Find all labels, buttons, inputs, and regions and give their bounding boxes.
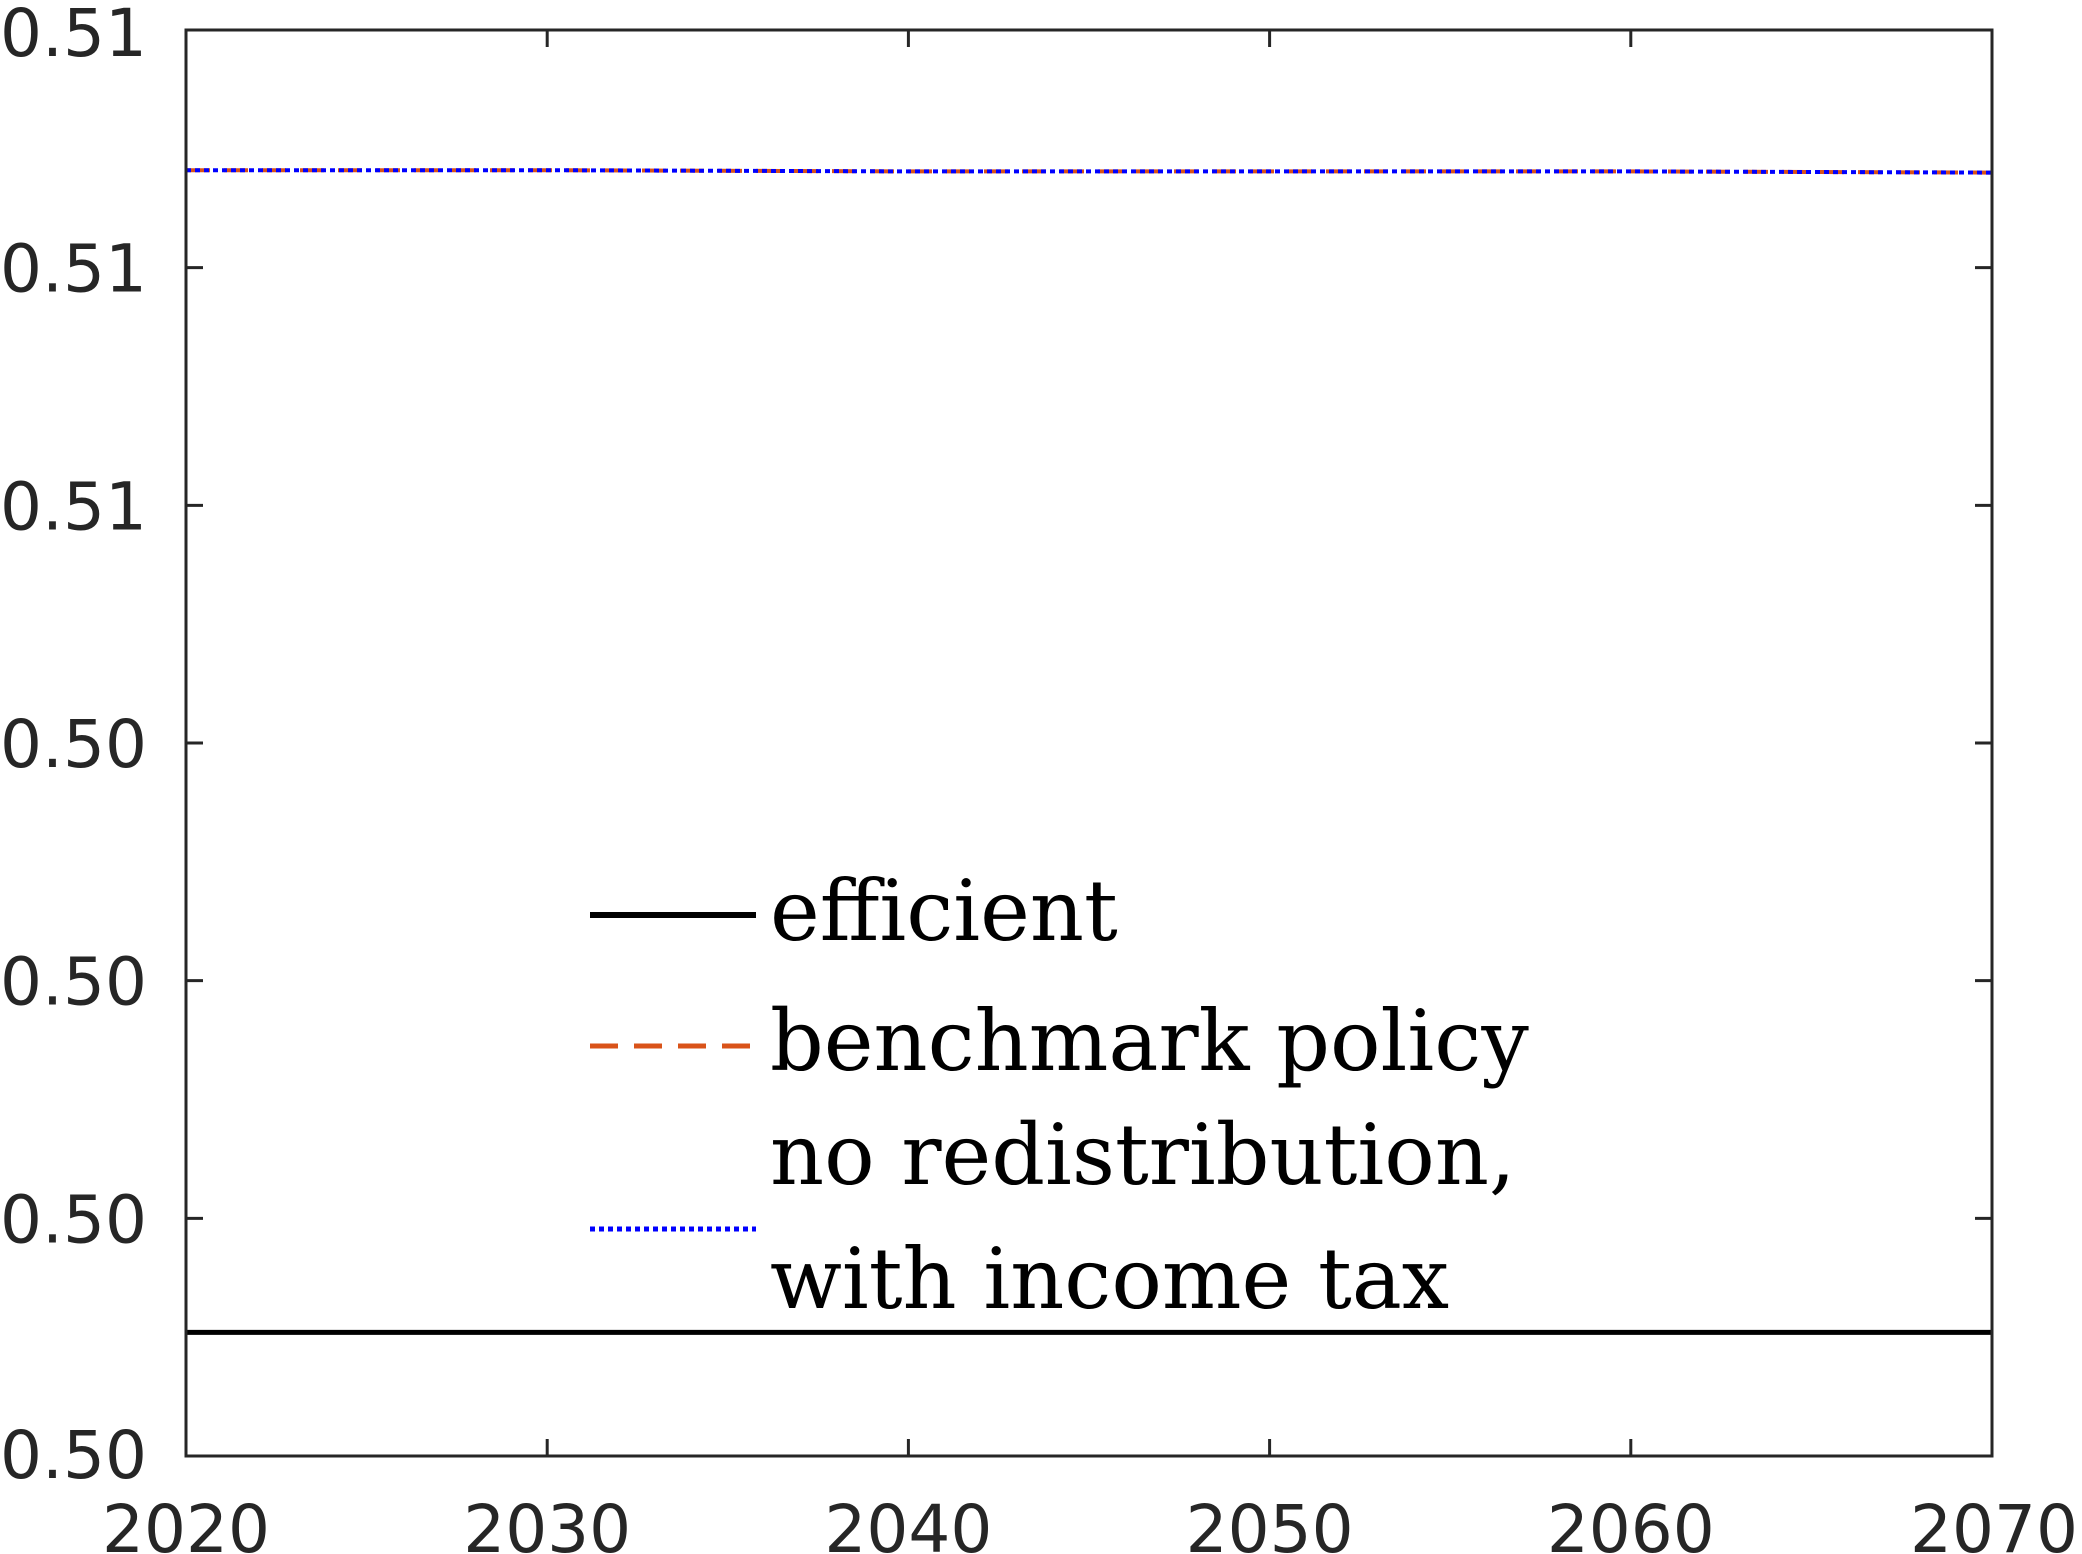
y-tick-label: 0.50 [0,1417,147,1494]
legend-label-1: efficient [770,862,1118,960]
x-tick-label: 2060 [1547,1491,1715,1554]
y-tick-label: 0.50 [0,944,147,1021]
y-tick-label: 0.51 [0,468,147,545]
series-layer [186,168,1993,1335]
legend-label-2: benchmark policy [770,992,1529,1090]
legend-label-3: with income tax [770,1230,1449,1328]
x-tick-label: 2050 [1186,1491,1354,1554]
axes-layer [184,28,1994,1458]
legend: efficient benchmark policy no redistributi… [590,862,1529,1328]
x-tick-label: 2040 [824,1491,992,1554]
x-tick-label: 2030 [463,1491,631,1554]
legend-label-3: no redistribution, [770,1106,1516,1204]
y-tick-label: 0.51 [0,231,147,308]
series-line-3 [186,168,1993,175]
y-tick-label: 0.51 [0,0,147,72]
plot-area [186,30,1992,1456]
x-tick-label: 2020 [102,1491,270,1554]
y-tick-label: 0.50 [0,1181,147,1258]
y-tick-label: 0.50 [0,706,147,783]
x-tick-label: 2070 [1910,1491,2078,1554]
